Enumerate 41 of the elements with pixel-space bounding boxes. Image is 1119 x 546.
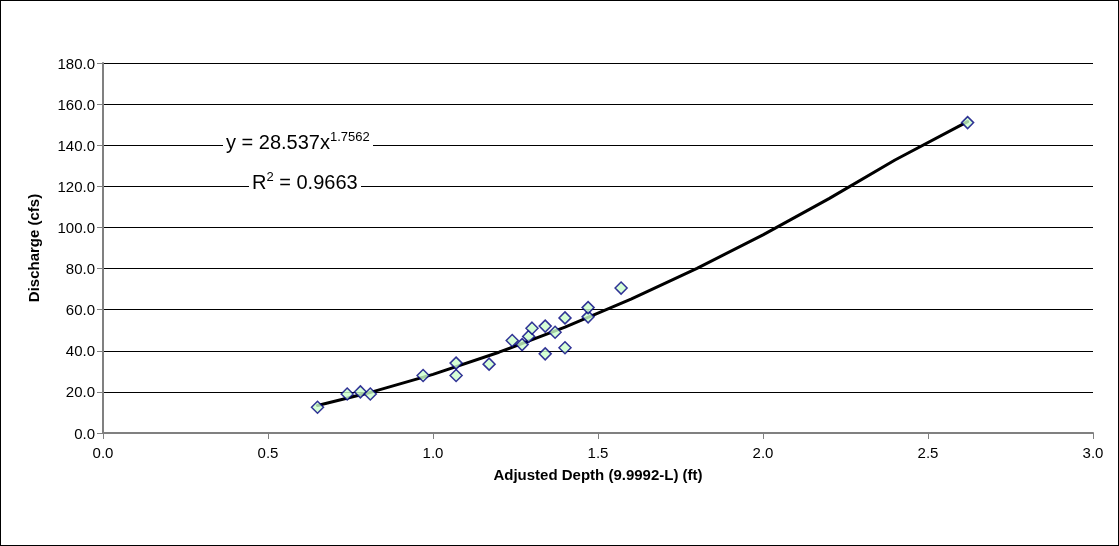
x-tick-label: 0.0: [92, 444, 114, 461]
point: [449, 368, 463, 383]
point: [558, 311, 572, 325]
point: [363, 387, 378, 401]
y-tick-label: 120.0: [57, 177, 95, 195]
x-tick-label: 0.5: [257, 444, 279, 461]
y-tick-label: 60.0: [65, 301, 95, 319]
y-tick-label: 180.0: [57, 54, 95, 72]
point: [558, 340, 572, 355]
x-tick-label: 1.5: [587, 444, 609, 461]
point: [416, 368, 430, 383]
point: [505, 333, 519, 348]
y-tick-label: 20.0: [65, 383, 95, 401]
y-tick-label: 80.0: [65, 260, 95, 278]
point: [581, 300, 595, 315]
x-tick-label: 2.0: [752, 444, 774, 461]
y-tick-label: 40.0: [65, 342, 95, 360]
point: [449, 356, 463, 370]
annotation: R$^{2}$ = 0.9663: [249, 169, 361, 194]
point: [538, 347, 552, 361]
point: [581, 310, 595, 324]
x-tick-label: 2.5: [917, 444, 939, 461]
y-tick-label: 0.0: [74, 424, 95, 442]
x-axis-title: Adjusted Depth (9.9992-L) (ft): [493, 466, 703, 483]
point: [340, 387, 354, 401]
point: [614, 281, 628, 295]
point: [482, 357, 496, 371]
y-tick-label: 140.0: [57, 136, 95, 154]
point: [310, 400, 325, 415]
point: [353, 385, 368, 399]
point: [960, 115, 975, 130]
y-tick-label: 160.0: [57, 95, 95, 113]
annotation: y = 28.537x$^{1.7562}$: [223, 129, 373, 154]
x-tick-label: 3.0: [1082, 444, 1104, 461]
y-tick-label: 100.0: [57, 218, 95, 236]
point: [538, 319, 552, 333]
x-tick-label: 1.0: [422, 444, 444, 461]
point: [515, 337, 529, 352]
point: [525, 321, 539, 335]
point: [548, 325, 562, 340]
y-axis-title: Discharge (cfs): [25, 193, 42, 303]
